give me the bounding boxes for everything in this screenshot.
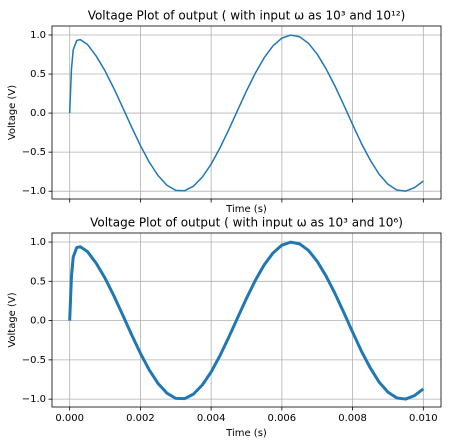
y-tick-label: −0.5 — [22, 355, 46, 366]
voltage-line — [68, 240, 425, 401]
y-tick-label: 0.5 — [30, 69, 46, 80]
chart-title: Voltage Plot of output ( with input ω as… — [90, 216, 403, 230]
x-axis-label: Time (s) — [225, 428, 267, 439]
y-tick-label: −0.5 — [22, 147, 46, 158]
y-tick-label: 1.0 — [30, 237, 46, 248]
x-tick-label: 0.008 — [338, 413, 367, 424]
y-tick-label: 1.0 — [30, 30, 46, 41]
axes-frame — [51, 232, 442, 408]
y-tick-label: 0.0 — [30, 108, 46, 119]
y-axis-label: Voltage (V) — [7, 85, 18, 140]
y-axis-label: Voltage (V) — [7, 292, 18, 347]
y-tick-label: 0.5 — [30, 276, 46, 287]
chart-title: Voltage Plot of output ( with input ω as… — [88, 9, 406, 23]
x-tick-label: 0.006 — [268, 413, 297, 424]
x-axis-label: Time (s) — [225, 204, 267, 215]
y-tick-label: −1.0 — [22, 394, 46, 405]
x-tick-label: 0.002 — [126, 413, 155, 424]
axes-frame — [51, 25, 442, 200]
y-tick-label: −1.0 — [22, 186, 46, 197]
x-tick-label: 0.000 — [55, 413, 84, 424]
x-tick-label: 0.004 — [197, 413, 226, 424]
y-tick-label: 0.0 — [30, 316, 46, 327]
x-tick-label: 0.010 — [409, 413, 438, 424]
voltage-line — [68, 34, 424, 192]
